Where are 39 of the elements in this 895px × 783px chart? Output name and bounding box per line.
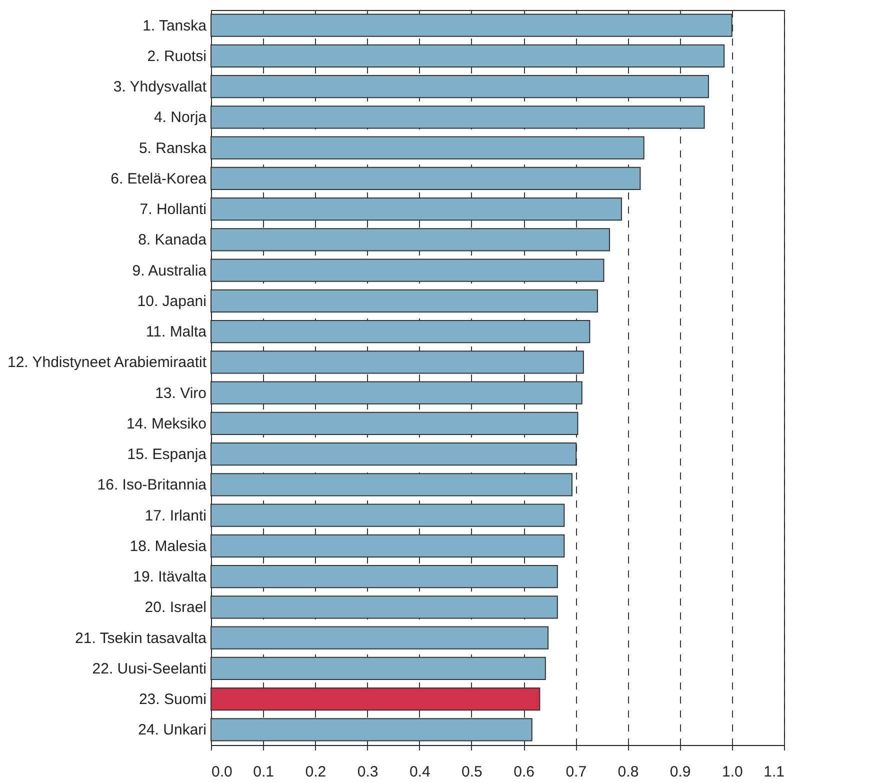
y-tick-label: 4. Norja [154,109,208,126]
y-tick-label: 18. Malesia [130,538,208,555]
y-tick-label: 3. Yhdysvallat [113,78,208,96]
y-tick-label: 23. Suomi [138,691,206,708]
x-tick-label: 0.3 [357,764,378,780]
x-tick-label: 0.8 [618,764,639,780]
x-tick-label: 0.2 [305,764,326,780]
y-tick-label: 21. Tsekin tasavalta [75,630,208,647]
x-tick-label: 0.9 [670,764,691,780]
bar [210,289,598,312]
x-tick-label: 0.7 [566,764,587,780]
x-tick-label: 0.6 [514,764,534,780]
y-tick-label: 7. Hollanti [140,201,206,218]
y-tick-label: 16. Iso-Britannia [97,476,208,494]
y-tick-label: 13. Viro [155,384,206,402]
x-tick-label: 0.1 [253,764,274,780]
bar [210,136,644,160]
y-tick-label: 17. Irlanti [144,507,206,524]
y-tick-label: 20. Israel [144,599,206,616]
y-tick-label: 8. Kanada [138,232,208,249]
x-tick-label: 0.5 [462,764,482,780]
y-tick-label: 24. Unkari [138,722,206,739]
y-tick-label: 10. Japani [137,292,206,310]
x-tick-label: 0.4 [409,764,430,780]
y-tick-label: 6. Etelä-Korea [110,170,208,188]
y-tick-label: 5. Ranska [138,140,208,157]
y-tick-label: 2. Ruotsi [147,48,206,65]
y-tick-label: 1. Tanska [142,17,208,34]
y-tick-label: 14. Meksiko [126,415,206,432]
y-tick-label: 12. Yhdistyneet Arabiemiraatit [7,354,208,372]
y-tick-label: 11. Malta [146,324,208,341]
x-tick-label: 0.0 [212,764,232,780]
x-tick-label: 1.1 [764,764,784,780]
y-tick-label: 9. Australia [132,262,208,280]
y-tick-label: 22. Uusi-Seelanti [92,660,206,678]
y-tick-label: 15. Espanja [127,446,208,464]
bar [210,626,549,650]
x-tick-label: 1.0 [722,764,743,780]
y-tick-label: 19. Itävalta [133,568,208,586]
